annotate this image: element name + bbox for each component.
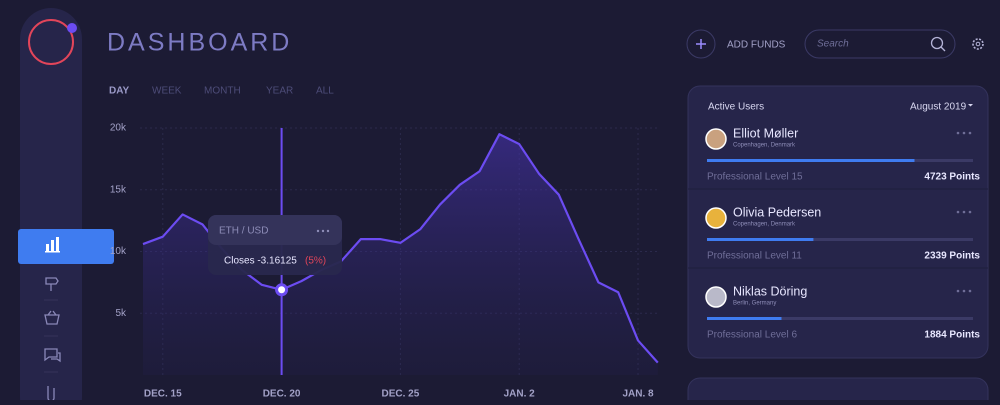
tooltip-menu-dot [326, 229, 330, 233]
panel-title: Active Users [708, 102, 764, 113]
menu-dot[interactable] [968, 289, 972, 293]
transactions-panel [687, 377, 989, 405]
add-funds-button[interactable] [686, 29, 716, 59]
dropdown-caret [968, 104, 973, 107]
add-funds-label[interactable]: ADD FUNDS [727, 40, 786, 51]
avatar [705, 286, 727, 308]
settings-icon-core [975, 41, 981, 47]
user-location: Berlin, Germany [733, 301, 776, 307]
tooltip-menu-dot [316, 229, 320, 233]
nav-icon-sign[interactable] [45, 277, 59, 291]
search-icon[interactable] [930, 36, 944, 50]
menu-dot[interactable] [956, 289, 960, 293]
user-name: Elliot Møller [733, 126, 798, 140]
menu-dot[interactable] [968, 131, 972, 135]
nav-icon-chart [45, 237, 60, 253]
nav-active[interactable] [18, 229, 114, 264]
y-tick-label: 20k [110, 123, 127, 134]
user-level: Professional Level 11 [707, 251, 802, 262]
y-tick-label: 5k [115, 308, 127, 319]
tooltip-text: Closes -3.16125 [224, 256, 297, 267]
avatar [705, 207, 727, 229]
user-points: 1884 Points [924, 330, 980, 341]
progress-bar [707, 317, 782, 320]
tab[interactable]: MONTH [204, 86, 241, 97]
tab[interactable]: WEEK [152, 86, 182, 97]
logo [28, 19, 74, 65]
highlight-point [275, 283, 289, 297]
tooltip-menu-dot [321, 229, 325, 233]
tab[interactable]: YEAR [266, 86, 293, 97]
sidebar [20, 8, 82, 405]
logo-dot [67, 23, 77, 33]
area-fill [143, 134, 658, 375]
tab[interactable]: DAY [109, 86, 130, 97]
menu-dot[interactable] [956, 210, 960, 214]
menu-dot[interactable] [962, 210, 966, 214]
user-level: Professional Level 15 [707, 172, 803, 183]
user-points: 2339 Points [924, 251, 980, 262]
progress-track [707, 317, 973, 320]
menu-dot[interactable] [962, 289, 966, 293]
menu-dot[interactable] [956, 131, 960, 135]
settings-icon[interactable] [972, 38, 984, 50]
nav-icon-basket[interactable] [44, 310, 60, 325]
user-level: Professional Level 6 [707, 330, 797, 341]
tooltip-change: (5%) [305, 256, 326, 267]
menu-dot[interactable] [968, 210, 972, 214]
y-tick-label: 10k [110, 246, 127, 257]
search-box[interactable] [804, 29, 956, 59]
user-location: Copenhagen, Denmark [733, 222, 796, 228]
search-icon-handle [940, 46, 946, 52]
menu-dot[interactable] [962, 131, 966, 135]
x-tick-label: DEC. 25 [382, 389, 420, 400]
progress-bar [707, 159, 915, 162]
x-tick-label: DEC. 15 [144, 389, 182, 400]
tooltip-title: ETH / USD [219, 226, 268, 237]
user-name: Niklas Döring [733, 284, 807, 298]
search-placeholder[interactable]: Search [817, 39, 849, 50]
y-tick-label: 15k [110, 184, 127, 195]
page-title: DASHBOARD [107, 29, 292, 57]
avatar [705, 128, 727, 150]
tooltip-header [208, 215, 342, 245]
x-tick-label: JAN. 2 [504, 389, 536, 400]
x-tick-label: DEC. 20 [263, 389, 301, 400]
plus-icon [696, 39, 706, 49]
panel-period[interactable]: August 2019 [910, 102, 967, 113]
nav-icon-chat[interactable] [44, 348, 61, 363]
user-location: Copenhagen, Denmark [733, 143, 796, 149]
user-points: 4723 Points [924, 172, 980, 183]
active-users-panel [687, 85, 989, 359]
user-name: Olivia Pedersen [733, 205, 821, 219]
tab[interactable]: ALL [316, 86, 334, 97]
x-tick-label: JAN. 8 [622, 389, 654, 400]
progress-track [707, 238, 973, 241]
progress-bar [707, 238, 814, 241]
